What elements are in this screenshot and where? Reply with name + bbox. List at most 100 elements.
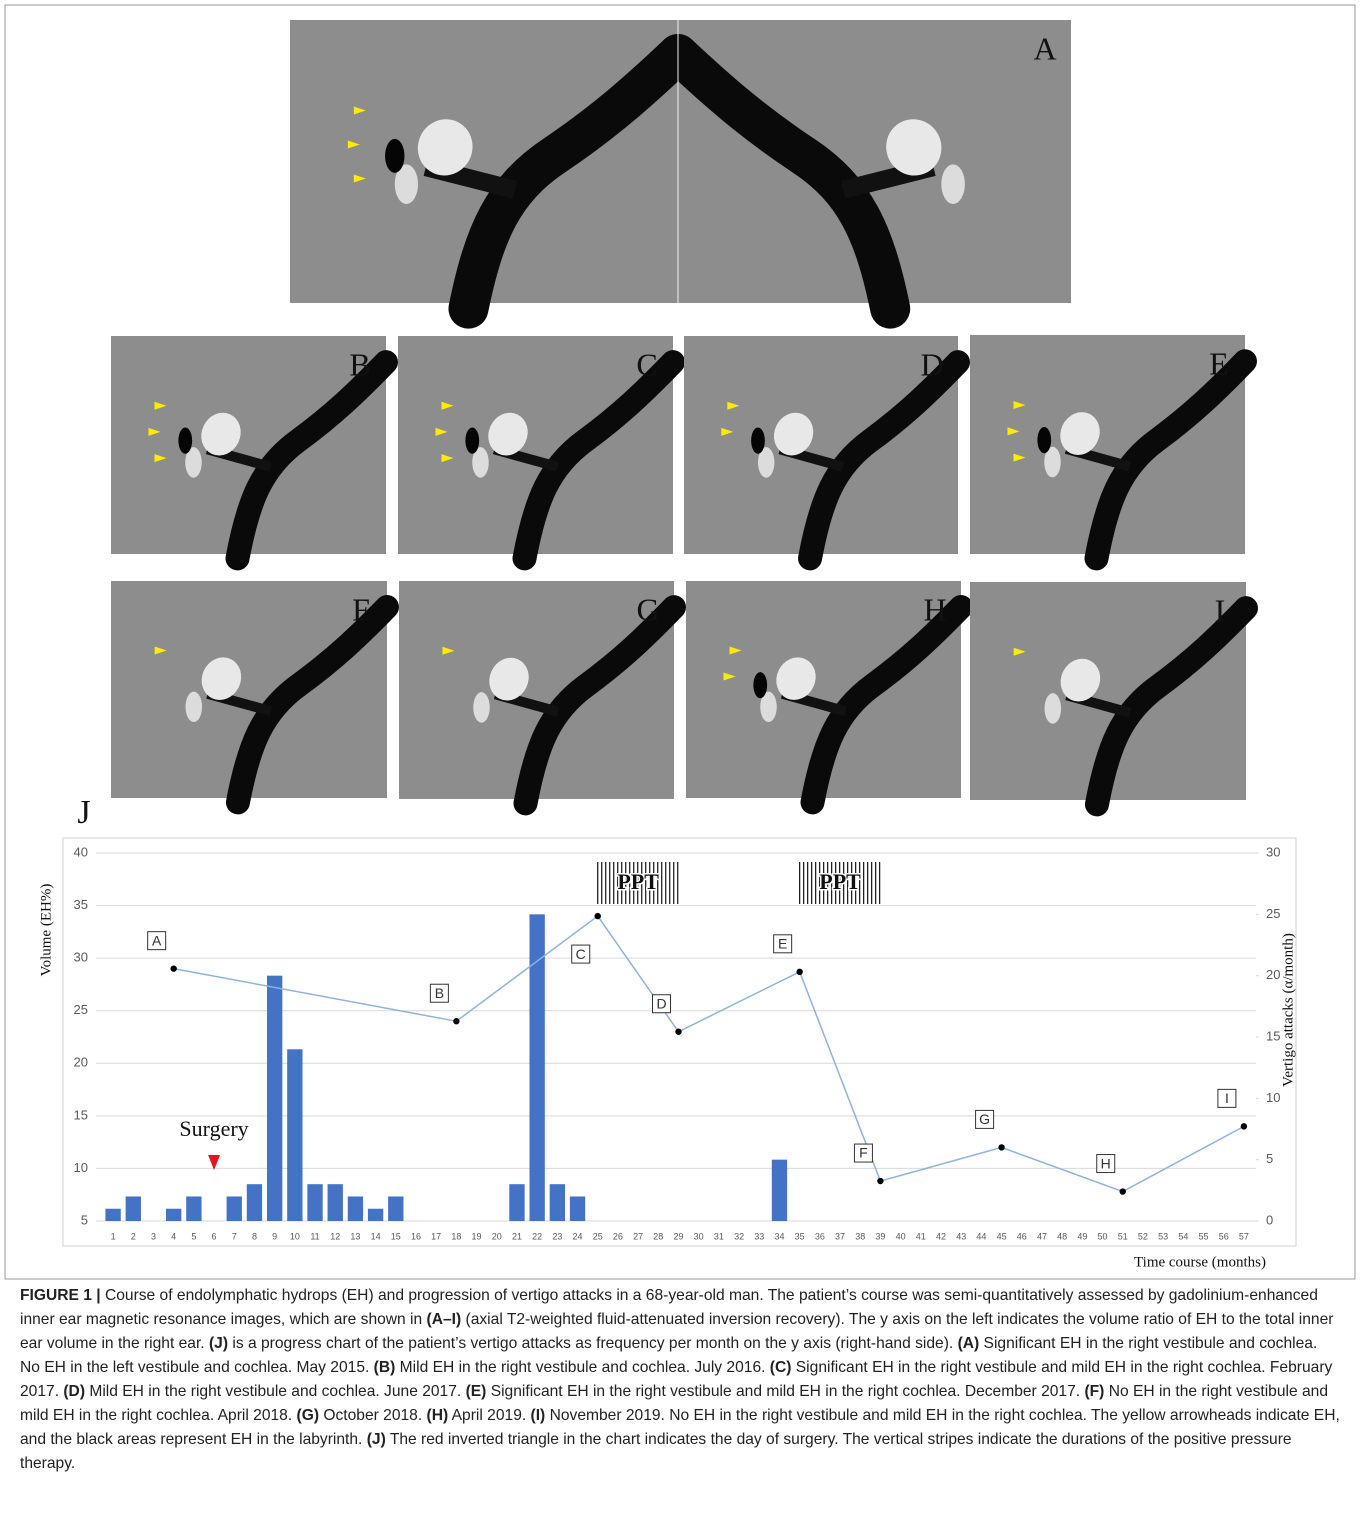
- x-tick-label: 45: [997, 1231, 1007, 1241]
- caption-text: (J): [367, 1431, 386, 1448]
- caption-text: Mild EH in the right vestibule and cochl…: [85, 1383, 466, 1400]
- x-tick-label: 33: [754, 1231, 764, 1241]
- x-tick-label: 14: [371, 1231, 381, 1241]
- bar: [570, 1196, 585, 1221]
- panel-label: F: [352, 591, 370, 627]
- x-tick-label: 26: [613, 1231, 623, 1241]
- x-tick-label: 41: [916, 1231, 926, 1241]
- caption-text: (G): [297, 1407, 320, 1424]
- y2-tick-label: 5: [1266, 1151, 1273, 1166]
- panel-label: I: [1215, 592, 1226, 628]
- y2-tick-label: 25: [1266, 906, 1280, 921]
- point: [1120, 1188, 1126, 1194]
- x-tick-label: 42: [936, 1231, 946, 1241]
- caption-text: (J): [209, 1335, 228, 1352]
- y2-tick-label: 20: [1266, 967, 1280, 982]
- hydrops: [1037, 427, 1051, 453]
- point-label: A: [152, 932, 162, 948]
- caption-text: (B): [374, 1359, 396, 1376]
- x-tick-label: 53: [1158, 1231, 1168, 1241]
- x-tick-label: 22: [532, 1231, 542, 1241]
- panel-label: D: [920, 346, 943, 382]
- x-tick-label: 43: [956, 1231, 966, 1241]
- caption-text: (H): [427, 1407, 449, 1424]
- x-tick-label: 23: [552, 1231, 562, 1241]
- caption-text: October 2018.: [319, 1407, 427, 1424]
- page: ABCDEFGHIJ510152025303540051015202530123…: [0, 0, 1360, 1537]
- caption-text: (C): [770, 1359, 792, 1376]
- bar: [550, 1184, 565, 1221]
- x-tick-label: 21: [512, 1231, 522, 1241]
- panel-label: A: [1033, 30, 1056, 66]
- panel-label: B: [349, 346, 370, 382]
- point-label: F: [859, 1145, 868, 1161]
- x-tick-label: 55: [1199, 1231, 1209, 1241]
- x-tick-label: 27: [633, 1231, 643, 1241]
- x-tick-label: 39: [875, 1231, 885, 1241]
- point: [170, 965, 176, 971]
- period-label: PPT: [819, 869, 861, 894]
- x-tick-label: 28: [653, 1231, 663, 1241]
- bar: [287, 1049, 302, 1221]
- caption-text: Mild EH in the right vestibule and cochl…: [395, 1359, 769, 1376]
- caption-text: (D): [63, 1383, 85, 1400]
- y-tick-label: 35: [74, 897, 88, 912]
- x-tick-label: 40: [896, 1231, 906, 1241]
- x-tick-label: 24: [573, 1231, 583, 1241]
- point-label: H: [1101, 1155, 1111, 1171]
- x-tick-label: 6: [212, 1231, 217, 1241]
- point: [796, 969, 802, 975]
- point-label: G: [979, 1111, 990, 1127]
- x-tick-label: 12: [330, 1231, 340, 1241]
- y-tick-label: 30: [74, 950, 88, 965]
- hydrops: [465, 428, 479, 454]
- x-tick-label: 50: [1098, 1231, 1108, 1241]
- x-tick-label: 49: [1077, 1231, 1087, 1241]
- bar: [105, 1209, 120, 1221]
- y-tick-label: 40: [74, 844, 88, 859]
- labyrinth: [941, 164, 965, 204]
- x-tick-label: 35: [795, 1231, 805, 1241]
- bar: [126, 1196, 141, 1221]
- hydrops: [385, 139, 404, 173]
- caption-text: (A–I): [427, 1311, 462, 1328]
- x-tick-label: 44: [976, 1231, 986, 1241]
- y2-tick-label: 0: [1266, 1212, 1273, 1227]
- y-tick-label: 10: [74, 1160, 88, 1175]
- x-tick-label: 5: [191, 1231, 196, 1241]
- hydrops: [751, 428, 765, 454]
- point: [453, 1018, 459, 1024]
- annotation-label: Surgery: [179, 1116, 248, 1141]
- x-tick-label: 36: [815, 1231, 825, 1241]
- y-axis-label: Volume (EH%): [38, 884, 54, 977]
- point: [1241, 1123, 1247, 1129]
- bar: [166, 1209, 181, 1221]
- x-tick-label: 34: [774, 1231, 784, 1241]
- x-tick-label: 19: [472, 1231, 482, 1241]
- x-tick-label: 47: [1037, 1231, 1047, 1241]
- point: [877, 1178, 883, 1184]
- panel-label: G: [636, 591, 659, 627]
- hydrops: [178, 428, 192, 454]
- panel-label: E: [1209, 345, 1229, 381]
- point-label: D: [656, 995, 666, 1011]
- x-tick-label: 48: [1057, 1231, 1067, 1241]
- x-tick-label: 54: [1178, 1231, 1188, 1241]
- x-tick-label: 11: [310, 1231, 319, 1241]
- caption: FIGURE 1 | Course of endolymphatic hydro…: [20, 1284, 1340, 1476]
- chart-panel-label: J: [77, 794, 90, 831]
- x-tick-label: 18: [451, 1231, 461, 1241]
- x-tick-label: 15: [391, 1231, 401, 1241]
- period-label: PPT: [617, 869, 659, 894]
- bar: [186, 1196, 201, 1221]
- x-tick-label: 56: [1219, 1231, 1229, 1241]
- y-tick-label: 15: [74, 1107, 88, 1122]
- x-tick-label: 20: [492, 1231, 502, 1241]
- x-tick-label: 31: [714, 1231, 724, 1241]
- panel-label: C: [636, 346, 657, 382]
- x-tick-label: 52: [1138, 1231, 1148, 1241]
- x-tick-label: 37: [835, 1231, 845, 1241]
- y2-tick-label: 15: [1266, 1028, 1280, 1043]
- labyrinth: [186, 692, 203, 722]
- y-tick-label: 20: [74, 1055, 88, 1070]
